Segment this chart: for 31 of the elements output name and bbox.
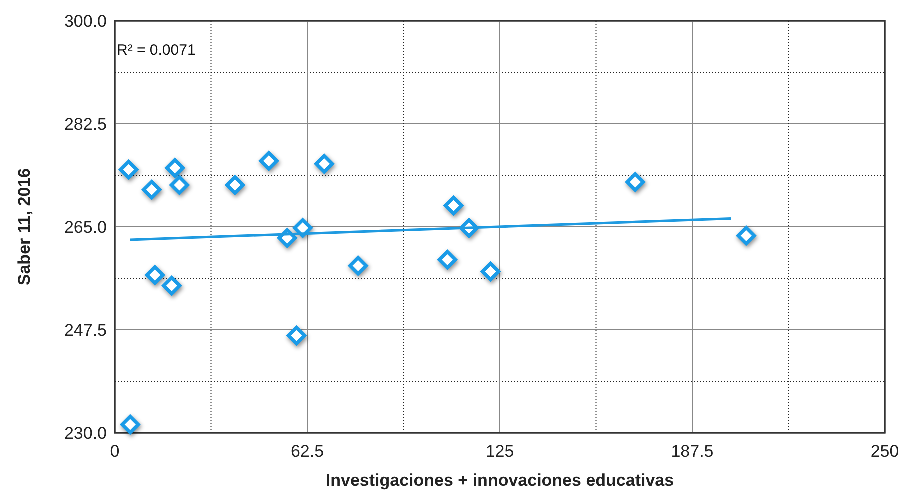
x-tick-label: 62.5: [290, 442, 324, 461]
y-tick-label: 230.0: [64, 424, 107, 443]
point: [348, 256, 368, 276]
point: [293, 218, 313, 238]
point: [314, 154, 334, 174]
x-axis-title: Investigaciones + innovaciones educativas: [326, 471, 674, 490]
x-tick-label: 187.5: [671, 442, 714, 461]
y-axis-title: Saber 11, 2016: [15, 168, 34, 286]
point: [119, 160, 139, 180]
point: [170, 175, 190, 195]
point: [162, 276, 182, 296]
point: [120, 415, 140, 435]
x-tick-label: 125: [486, 442, 514, 461]
annotation: R² = 0.0071: [117, 42, 196, 59]
point: [225, 175, 245, 195]
x-tick-label: 0: [110, 442, 120, 461]
point: [481, 262, 501, 282]
y-tick-label: 265.0: [64, 218, 107, 237]
point: [165, 158, 185, 178]
point: [438, 250, 458, 270]
point: [259, 151, 279, 171]
point: [145, 266, 165, 286]
point: [626, 172, 646, 192]
y-tick-label: 300.0: [64, 12, 107, 31]
point: [444, 196, 464, 216]
x-tick-label: 250: [870, 442, 900, 461]
y-tick-label: 282.5: [64, 114, 107, 134]
point: [286, 326, 306, 346]
point: [736, 226, 756, 246]
y-tick-label: 247.5: [64, 320, 107, 340]
point: [142, 180, 162, 200]
